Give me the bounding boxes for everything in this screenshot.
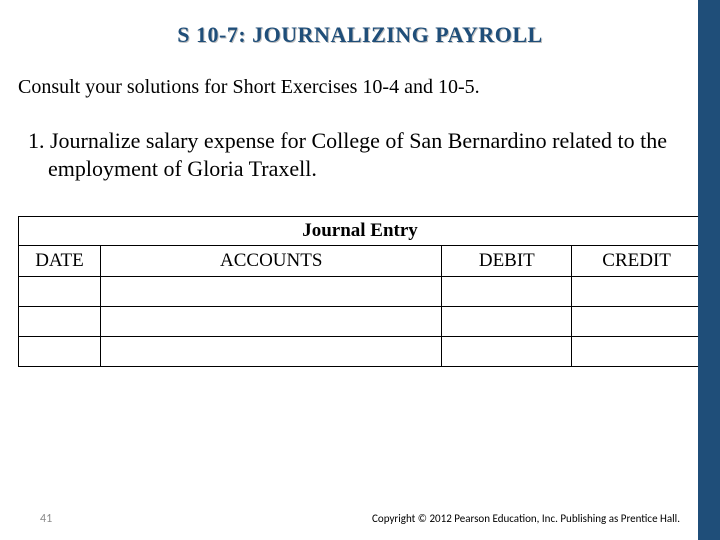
table-row: [19, 307, 702, 337]
col-header-credit: CREDIT: [572, 246, 702, 277]
cell: [100, 277, 442, 307]
cell: [19, 337, 101, 367]
page-number: 41: [40, 512, 52, 526]
table-row: [19, 277, 702, 307]
right-accent-bar: [698, 0, 720, 540]
table-caption-row: Journal Entry: [19, 217, 702, 246]
journal-entry-table: Journal Entry DATE ACCOUNTS DEBIT CREDIT: [18, 216, 702, 367]
table-caption: Journal Entry: [19, 217, 702, 246]
instruction-text: Consult your solutions for Short Exercis…: [18, 76, 702, 99]
col-header-debit: DEBIT: [442, 246, 572, 277]
table-header-row: DATE ACCOUNTS DEBIT CREDIT: [19, 246, 702, 277]
table-row: [19, 337, 702, 367]
slide-content: Consult your solutions for Short Exercis…: [0, 56, 720, 367]
cell: [100, 337, 442, 367]
cell: [442, 277, 572, 307]
slide-header: S 10-7: JOURNALIZING PAYROLL: [0, 0, 720, 56]
cell: [572, 277, 702, 307]
cell: [100, 307, 442, 337]
col-header-date: DATE: [19, 246, 101, 277]
slide-footer: 41 Copyright © 2012 Pearson Education, I…: [0, 512, 698, 526]
cell: [19, 277, 101, 307]
question-line: 1. Journalize salary expense for College…: [18, 127, 702, 182]
cell: [572, 307, 702, 337]
cell: [442, 307, 572, 337]
cell: [442, 337, 572, 367]
question-text: 1. Journalize salary expense for College…: [18, 127, 702, 182]
col-header-accounts: ACCOUNTS: [100, 246, 442, 277]
copyright-text: Copyright © 2012 Pearson Education, Inc.…: [372, 512, 680, 525]
cell: [19, 307, 101, 337]
cell: [572, 337, 702, 367]
slide-title: S 10-7: JOURNALIZING PAYROLL: [30, 22, 690, 48]
